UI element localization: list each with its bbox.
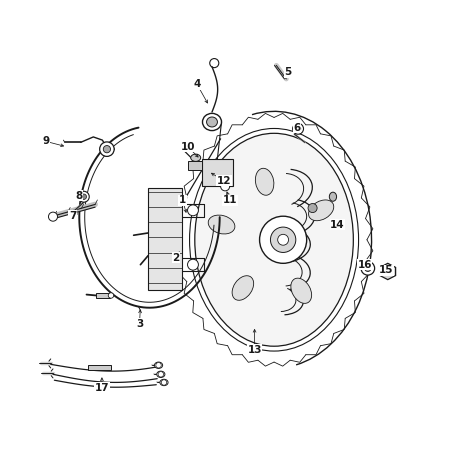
Circle shape [188,205,198,216]
Ellipse shape [232,276,254,300]
Text: 13: 13 [247,345,262,355]
Ellipse shape [191,154,201,162]
Circle shape [103,145,111,153]
Circle shape [260,216,307,263]
Ellipse shape [195,133,353,346]
Circle shape [278,234,289,245]
Text: 3: 3 [136,319,143,329]
Ellipse shape [255,168,274,195]
Circle shape [48,212,58,221]
Ellipse shape [202,114,222,131]
Bar [88,365,111,370]
Text: 2: 2 [172,253,179,263]
Ellipse shape [361,262,375,275]
Circle shape [158,371,164,377]
Text: 8: 8 [76,191,83,201]
Circle shape [308,203,317,213]
Circle shape [81,194,87,200]
Bar [148,188,182,290]
Text: 4: 4 [193,79,201,89]
Text: 17: 17 [95,383,109,393]
Text: 6: 6 [293,123,300,133]
Text: 15: 15 [379,265,393,275]
Ellipse shape [154,362,163,369]
Text: 16: 16 [357,260,372,270]
Ellipse shape [308,200,334,221]
Ellipse shape [208,215,235,234]
Circle shape [221,182,230,191]
Text: 11: 11 [223,195,237,205]
Bar [188,162,202,171]
Bar [96,293,110,298]
Circle shape [78,191,89,202]
Circle shape [188,259,198,270]
Text: 12: 12 [217,176,231,186]
Circle shape [156,362,161,368]
Text: 14: 14 [330,220,345,230]
Circle shape [293,124,304,134]
Ellipse shape [365,265,371,272]
Bar [202,159,233,186]
Circle shape [270,227,296,252]
Ellipse shape [157,371,165,378]
Ellipse shape [329,192,337,201]
Ellipse shape [207,117,217,127]
Polygon shape [380,263,395,280]
Text: 10: 10 [181,142,195,152]
Ellipse shape [160,380,168,386]
Circle shape [108,293,114,298]
Text: 7: 7 [69,211,76,221]
Circle shape [295,126,301,132]
Circle shape [100,142,114,156]
Text: 9: 9 [43,136,50,146]
Circle shape [161,380,167,385]
Ellipse shape [291,278,312,304]
Text: 5: 5 [284,67,291,77]
Circle shape [384,267,392,275]
Text: 1: 1 [179,195,186,205]
